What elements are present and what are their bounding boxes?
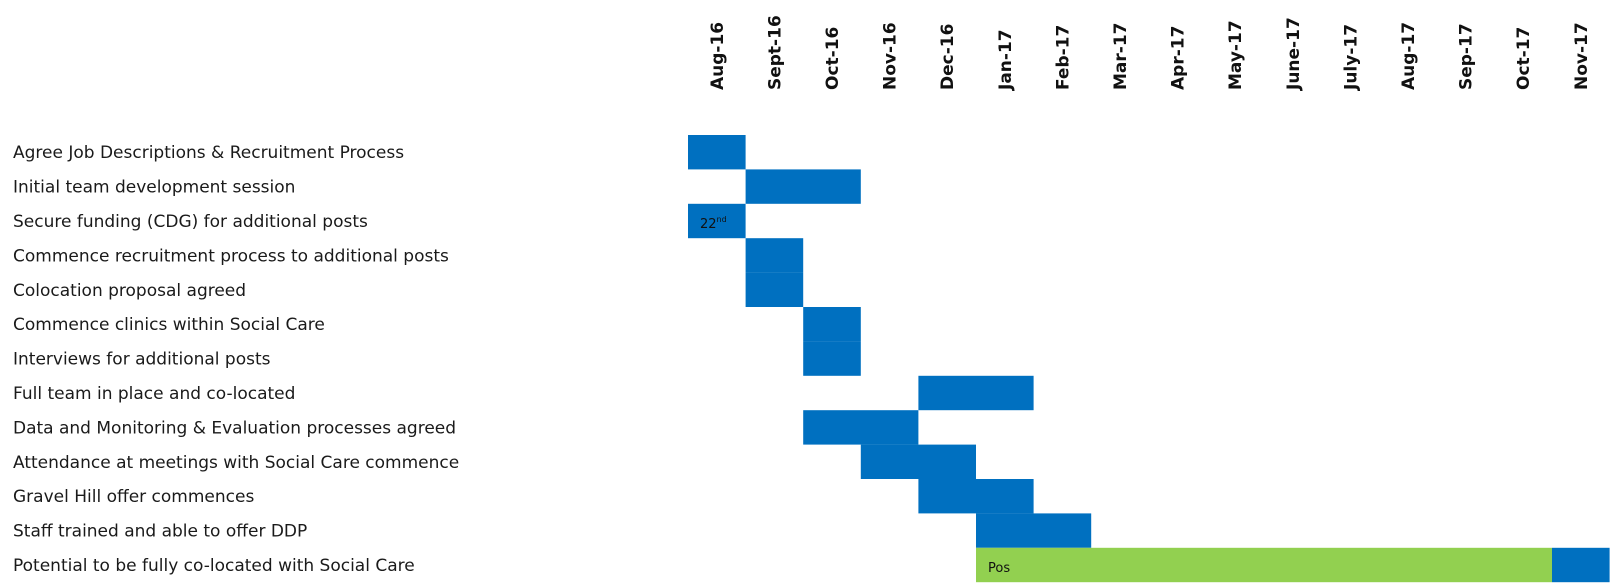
month-label: Dec-16 xyxy=(938,24,958,90)
month-label: Jan-17 xyxy=(996,29,1016,91)
task-label: Data and Monitoring & Evaluation process… xyxy=(13,418,456,438)
month-label: Oct-16 xyxy=(823,27,843,90)
month-label: May-17 xyxy=(1226,20,1246,90)
task-label: Agree Job Descriptions & Recruitment Pro… xyxy=(13,143,404,163)
task-bar xyxy=(688,135,746,170)
task-label: Full team in place and co-located xyxy=(13,384,295,404)
task-bar xyxy=(976,547,1552,583)
task-bar xyxy=(918,375,1034,411)
task-label: Commence recruitment process to addition… xyxy=(13,246,449,266)
month-label: Sep-17 xyxy=(1457,23,1477,90)
task-bar xyxy=(803,410,919,445)
task-bar xyxy=(803,307,861,342)
task-labels: Agree Job Descriptions & Recruitment Pro… xyxy=(13,143,459,576)
task-bar xyxy=(918,479,1034,514)
task-label: Staff trained and able to offer DDP xyxy=(13,522,307,542)
task-label: Initial team development session xyxy=(13,178,295,198)
task-label: Potential to be fully co-located with So… xyxy=(13,556,415,576)
month-labels: Aug-16 Sept-16 Oct-16 Nov-16 Dec-16 Jan-17 Feb… xyxy=(708,15,1592,91)
task-label: Gravel Hill offer commences xyxy=(13,487,254,507)
bar-note-superscript: nd xyxy=(717,215,727,224)
bar-note-text: 22 xyxy=(700,217,717,232)
task-label: Attendance at meetings with Social Care … xyxy=(13,453,459,473)
month-label: Nov-16 xyxy=(881,22,901,90)
month-label: July-17 xyxy=(1341,24,1361,91)
month-label: Aug-17 xyxy=(1399,22,1419,90)
task-label: Colocation proposal agreed xyxy=(13,281,246,301)
task-bar xyxy=(745,272,804,307)
task-bar xyxy=(745,169,861,204)
task-label: Commence clinics within Social Care xyxy=(13,315,325,335)
month-label: Oct-17 xyxy=(1514,27,1534,90)
task-bars: 22nd Pos xyxy=(688,135,1610,583)
month-label: Apr-17 xyxy=(1169,26,1189,90)
task-bar xyxy=(745,238,804,273)
task-label: Interviews for additional posts xyxy=(13,350,271,370)
task-bar xyxy=(688,203,746,239)
month-label: Nov-17 xyxy=(1572,22,1592,90)
task-label: Secure funding (CDG) for additional post… xyxy=(13,212,368,232)
month-label: Aug-16 xyxy=(708,22,728,90)
task-bar xyxy=(976,513,1092,548)
bar-note: 22nd xyxy=(700,215,727,232)
bar-note-text: Pos xyxy=(988,561,1010,576)
month-label: Mar-17 xyxy=(1111,23,1131,91)
task-bar xyxy=(803,341,861,376)
task-bar xyxy=(1552,547,1610,583)
month-label: Sept-16 xyxy=(765,15,785,90)
month-label: Feb-17 xyxy=(1053,25,1073,90)
task-bar xyxy=(860,444,976,479)
bar-note: Pos xyxy=(988,561,1010,576)
month-label: June-17 xyxy=(1284,17,1304,91)
